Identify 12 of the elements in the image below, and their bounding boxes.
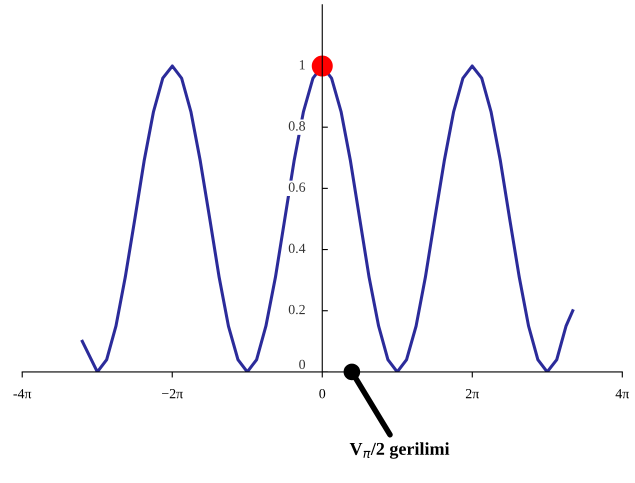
x-tick-label: 4π (616, 389, 630, 398)
y-tick-label: 0.4 (288, 244, 306, 254)
annotation: V$_{π}$/2 gerilimi (350, 442, 450, 459)
y-tick-label: 0.2 (288, 304, 305, 314)
y-tick-label: 0 (299, 360, 306, 370)
x-tick-label: −2π (162, 389, 183, 398)
y-tick-label: 1 (300, 60, 305, 70)
x-tick-label: 0 (319, 388, 326, 398)
y-tick-label: 0.6 (288, 182, 306, 192)
x-tick-label: 2π (466, 389, 480, 398)
y-tick-label: 0.8 (288, 121, 306, 131)
x-tick-label: -4π (13, 389, 32, 398)
